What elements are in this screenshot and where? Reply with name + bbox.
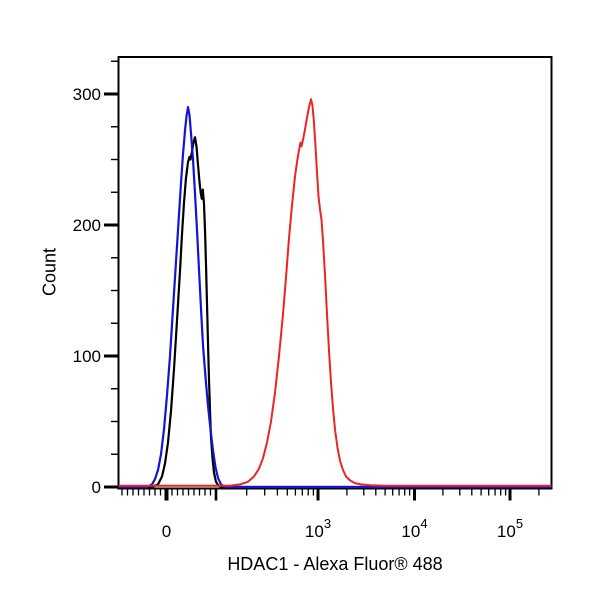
x-tick-label: 0 [162,522,171,541]
curve-black-control [118,136,552,489]
y-tick-label: 0 [92,478,101,497]
x-tick-label: 104 [401,516,427,541]
y-tick-label: 100 [73,347,101,366]
x-tick-label: 103 [305,516,331,541]
x-axis-title: HDAC1 - Alexa Fluor® 488 [227,554,443,574]
y-tick-label: 200 [73,216,101,235]
y-axis-title: Count [39,247,60,297]
curve-blue-control [118,105,552,489]
y-tick-label: 300 [73,85,101,104]
x-tick-label: 105 [497,516,523,541]
curve-red-stained [118,98,552,487]
plot-frame [117,56,553,490]
